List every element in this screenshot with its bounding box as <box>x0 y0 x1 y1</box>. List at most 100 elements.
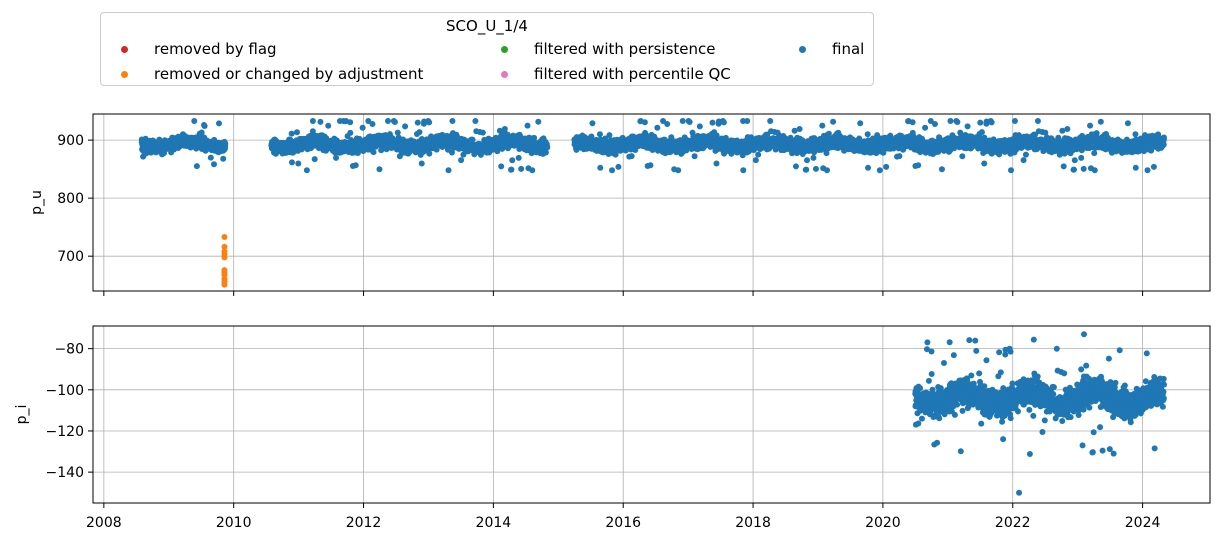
point-final <box>810 154 817 161</box>
point-final <box>469 136 476 143</box>
legend-marker-filtered-persistence <box>501 46 508 53</box>
point-final <box>720 119 727 126</box>
point-final <box>931 121 938 128</box>
point-final <box>515 154 522 161</box>
point-final <box>384 117 391 124</box>
point-final <box>325 122 332 129</box>
point-final <box>414 119 421 126</box>
point-final <box>978 129 985 136</box>
point-final <box>915 162 922 169</box>
point-final <box>679 117 686 124</box>
point-final <box>445 167 452 174</box>
point-final <box>288 159 295 166</box>
legend-label-removed-by-adjustment: removed or changed by adjustment <box>154 65 424 83</box>
point-final <box>288 130 295 137</box>
point-final <box>857 120 864 127</box>
point-final <box>654 124 661 131</box>
point-final <box>947 117 954 124</box>
point-final <box>369 121 376 128</box>
point-final <box>959 153 966 160</box>
point-final <box>964 123 971 130</box>
point-final <box>391 118 398 125</box>
point-final <box>824 167 831 174</box>
points-p_u <box>138 117 1167 288</box>
point-final <box>691 153 698 160</box>
point-final <box>295 160 302 167</box>
legend-label-removed-by-flag: removed by flag <box>154 40 277 58</box>
point-final <box>803 166 810 173</box>
point-final <box>449 117 456 124</box>
point-final <box>365 117 372 124</box>
legend-marker-final <box>799 46 806 53</box>
point-final <box>709 119 716 126</box>
legend-title: SCO_U_1/4 <box>446 17 528 35</box>
legend: SCO_U_1/4 removed by flag removed or cha… <box>100 12 874 86</box>
point-final <box>615 163 622 170</box>
point-final <box>755 151 762 158</box>
point-final <box>347 129 354 136</box>
point-final <box>647 162 654 169</box>
point-final <box>433 146 440 153</box>
point-final <box>498 163 505 170</box>
point-final <box>191 117 198 124</box>
point-final <box>830 118 837 125</box>
point-final <box>752 157 759 164</box>
point-final <box>796 125 803 132</box>
point-final <box>664 121 671 128</box>
point-final <box>479 129 486 136</box>
point-final <box>792 163 799 170</box>
point-final <box>686 118 693 125</box>
point-final <box>641 119 648 126</box>
point-final <box>819 122 826 129</box>
point-final <box>293 129 300 136</box>
legend-marker-removed-by-flag <box>121 46 128 53</box>
point-final <box>542 149 549 156</box>
point-final <box>609 167 616 174</box>
point-final <box>812 165 819 172</box>
point-final <box>589 120 596 127</box>
legend-marker-removed-by-adjustment <box>121 71 128 78</box>
point-final <box>416 129 423 136</box>
point-final <box>508 166 515 173</box>
point-final <box>909 119 916 126</box>
point-final <box>352 162 359 169</box>
point-final <box>876 167 883 174</box>
legend-label-final: final <box>832 40 865 58</box>
point-final <box>347 119 354 126</box>
point-final <box>518 165 525 172</box>
point-final <box>596 131 603 138</box>
point-final <box>303 167 310 174</box>
point-final <box>198 129 205 136</box>
point-final <box>529 167 536 174</box>
point-final <box>359 124 366 131</box>
point-final <box>309 117 316 124</box>
point-final <box>426 119 433 126</box>
point-final <box>524 122 531 129</box>
point-final <box>804 157 811 164</box>
legend-label-filtered-persistence: filtered with persistence <box>534 40 716 58</box>
point-final <box>193 163 200 170</box>
point-final <box>713 160 720 167</box>
point-final <box>426 150 433 157</box>
point-final <box>977 119 984 126</box>
point-final <box>215 120 222 127</box>
legend-label-filtered-percentile: filtered with percentile QC <box>534 65 731 83</box>
point-final <box>402 123 409 130</box>
point-final <box>201 123 208 130</box>
point-final <box>220 155 227 162</box>
point-final <box>207 154 214 161</box>
point-final <box>535 118 542 125</box>
point-final <box>597 164 604 171</box>
point-final <box>628 153 635 160</box>
point-final <box>370 149 377 156</box>
point-final <box>458 157 465 164</box>
point-final <box>767 118 774 125</box>
point-final <box>501 125 508 132</box>
legend-marker-filtered-percentile <box>501 71 508 78</box>
point-final <box>222 140 229 147</box>
point-final <box>509 157 516 164</box>
point-final <box>922 124 929 131</box>
point-final <box>606 132 613 139</box>
point-final <box>210 161 217 168</box>
